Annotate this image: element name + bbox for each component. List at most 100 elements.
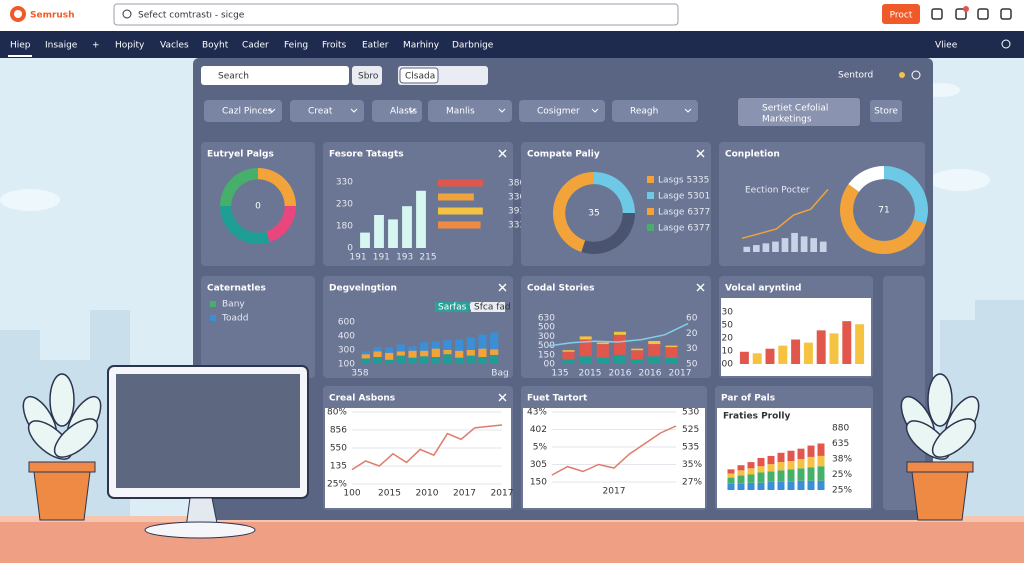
- axis-label: 150: [538, 350, 555, 360]
- bar: [743, 246, 751, 252]
- stack-segment: [727, 473, 735, 478]
- panel-subtitle: Fraties Prolly: [723, 412, 790, 422]
- close-icon[interactable]: [498, 283, 507, 292]
- bar: [360, 232, 370, 248]
- axis-label: 630: [538, 314, 555, 324]
- bar: [772, 241, 779, 252]
- bar: [416, 190, 426, 248]
- stack-segment: [665, 345, 678, 348]
- stack-segment: [777, 452, 785, 463]
- stack-segment: [631, 359, 644, 364]
- nav-search[interactable]: [1001, 39, 1011, 49]
- close-icon[interactable]: [696, 283, 705, 292]
- filter-dropdown[interactable]: [428, 100, 512, 122]
- filter-dropdown[interactable]: [519, 100, 605, 122]
- select[interactable]: [352, 66, 382, 85]
- legend-label: Lasgs 5335: [658, 176, 709, 186]
- card[interactable]: [738, 98, 860, 126]
- line: [547, 322, 689, 347]
- legend-label: Lasge 6377: [658, 208, 710, 218]
- donut-center: 0: [255, 202, 261, 212]
- stack-segment: [361, 351, 370, 355]
- nav-item: Froits: [322, 41, 347, 51]
- stack-segment: [747, 468, 755, 475]
- axis-label: 500: [538, 323, 555, 333]
- stack-segment: [562, 350, 575, 352]
- stack-segment: [757, 466, 765, 473]
- stack-segment: [361, 358, 370, 364]
- info-icon[interactable]: [911, 70, 921, 80]
- axis-label: 25%: [327, 480, 347, 490]
- axis-label: 60: [686, 314, 698, 324]
- stack-segment: [817, 480, 825, 490]
- stack-segment: [455, 339, 464, 351]
- header-icon[interactable]: [1000, 8, 1012, 20]
- stack-segment: [385, 352, 394, 360]
- header-icon[interactable]: [955, 8, 967, 20]
- hbar-label: 330: [508, 193, 525, 203]
- stack-segment: [757, 457, 765, 467]
- stack-segment: [797, 468, 805, 481]
- donut-segment: [884, 166, 929, 224]
- stack-segment: [466, 355, 475, 364]
- tag: [435, 302, 469, 312]
- axis-label: 27%: [682, 478, 702, 488]
- legend-label: Lasge 6377: [658, 224, 710, 234]
- donut-hole: [853, 179, 915, 241]
- panel-title: Creal Asbons: [329, 394, 395, 404]
- stack-segment: [408, 357, 417, 364]
- axis-label: 10: [722, 347, 734, 357]
- bar: [762, 243, 770, 252]
- stack-segment: [767, 481, 775, 490]
- donut-segment: [220, 168, 258, 206]
- bar: [800, 236, 808, 252]
- header-icon[interactable]: [931, 8, 943, 20]
- axis-label: 530: [682, 408, 699, 418]
- hbar: [438, 221, 481, 229]
- filter-dropdown[interactable]: [204, 100, 282, 122]
- axis-label: 20: [686, 329, 698, 339]
- close-icon[interactable]: [498, 393, 507, 402]
- close-icon[interactable]: [498, 149, 507, 158]
- hbar: [438, 207, 483, 215]
- stack-segment: [648, 344, 661, 357]
- filter-dropdown[interactable]: [290, 100, 364, 122]
- leaf: [53, 418, 99, 458]
- search-text: Sefect comtrastı - sicge: [138, 11, 245, 21]
- axis-label: 550: [330, 444, 347, 454]
- axis-label: 635: [832, 439, 849, 449]
- nav-item: Hiep: [10, 41, 31, 51]
- legend-swatch: [647, 224, 654, 231]
- axis-label: 30: [686, 344, 698, 354]
- axis-label: 2017: [453, 489, 476, 499]
- primary-button[interactable]: [882, 4, 920, 24]
- bar: [781, 238, 789, 252]
- stack-segment: [596, 357, 609, 364]
- search-field[interactable]: [201, 66, 349, 85]
- stack-segment: [727, 483, 735, 490]
- axis-label: 150: [530, 478, 547, 488]
- stack-segment: [579, 336, 592, 340]
- stack-segment: [596, 342, 609, 345]
- filter-dropdown[interactable]: [372, 100, 422, 122]
- panel-body: [325, 408, 511, 508]
- axis-label: 358: [351, 369, 368, 379]
- stack-segment: [490, 354, 499, 364]
- stack-segment: [478, 357, 487, 364]
- axis-label: 2016: [639, 369, 662, 379]
- line: [351, 424, 503, 471]
- header-icon[interactable]: [977, 8, 989, 20]
- hbar-label: 333: [508, 221, 525, 231]
- stack-segment: [478, 348, 487, 357]
- search-box[interactable]: [113, 3, 679, 26]
- axis-label: 880: [832, 424, 849, 434]
- stack-segment: [431, 341, 440, 349]
- axis-label: 2017: [491, 489, 514, 499]
- axis-label: 400: [338, 332, 355, 342]
- store-button[interactable]: [870, 100, 902, 122]
- filter-dropdown[interactable]: [612, 100, 698, 122]
- axis-label: 25%: [832, 470, 852, 480]
- donut-segment: [848, 166, 884, 192]
- close-icon[interactable]: [696, 149, 705, 158]
